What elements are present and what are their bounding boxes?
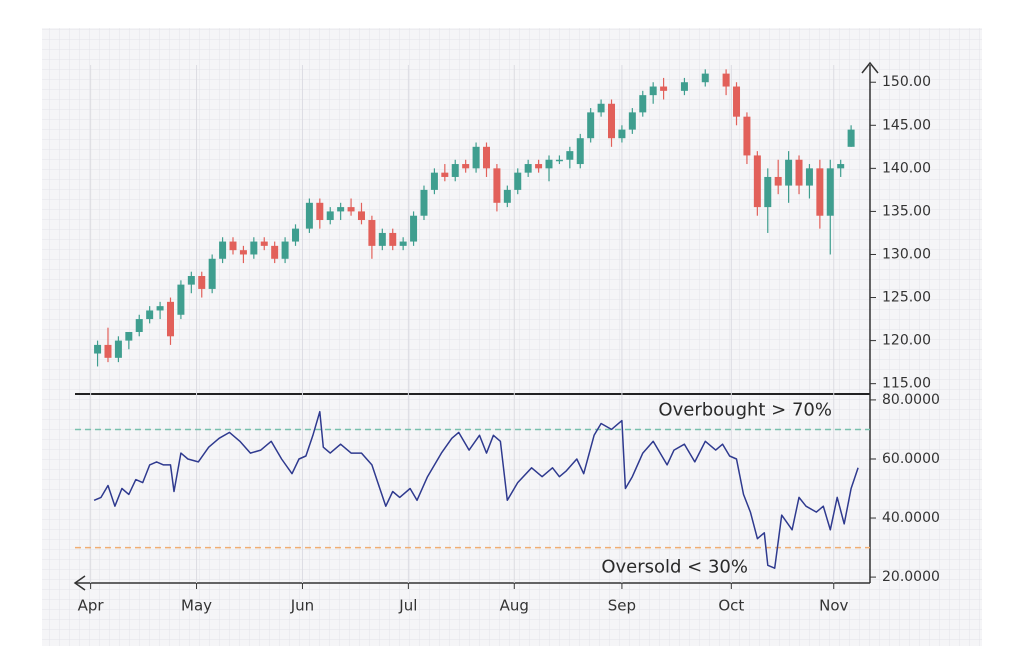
candle-body [514, 172, 522, 190]
candle-body [430, 172, 438, 190]
candle-body [368, 220, 376, 246]
candle-body [795, 159, 803, 186]
candle-body [177, 284, 185, 315]
candle-body [785, 159, 793, 186]
candle-body [733, 86, 741, 117]
x-tick-label: Oct [718, 597, 744, 615]
candle-body [618, 129, 626, 139]
candle-body [292, 228, 300, 242]
candle-body [219, 241, 227, 259]
candle-body [545, 159, 553, 169]
y-tick-label: 20.0000 [882, 569, 940, 585]
candle-body [146, 310, 154, 320]
candle-body [753, 155, 761, 208]
candle-body [472, 146, 480, 169]
candle-body [628, 112, 636, 130]
y-tick-label: 130.00 [882, 246, 931, 262]
candle-body [566, 151, 574, 160]
y-tick-label: 150.00 [882, 74, 931, 90]
candle-body [555, 159, 563, 162]
candle-body [816, 168, 824, 216]
candle-body [535, 164, 543, 169]
candle-body [493, 168, 501, 203]
candle-body [260, 241, 268, 246]
candle-body [229, 241, 237, 251]
y-tick-label: 60.0000 [882, 451, 940, 467]
candle-body [166, 301, 174, 337]
axis-arrow [861, 61, 879, 74]
y-tick-label: 125.00 [882, 290, 931, 306]
candle-body [764, 176, 772, 208]
candle-body [239, 250, 247, 255]
candle-body [326, 211, 334, 221]
y-tick-label: 140.00 [882, 160, 931, 176]
rsi-line [93, 410, 859, 569]
candle-body [337, 207, 345, 212]
candle-body [281, 241, 289, 259]
candle-body [847, 129, 855, 147]
x-tick-label: Jul [398, 597, 417, 615]
candle-body [680, 82, 688, 91]
candle-body [271, 245, 279, 259]
candle-body [639, 95, 647, 113]
candle-body [378, 232, 386, 246]
y-tick-label: 115.00 [882, 376, 931, 392]
x-tick-label: Sep [608, 597, 636, 615]
y-tick-label: 80.0000 [882, 392, 940, 408]
candle-body [660, 86, 668, 91]
candle-body [357, 211, 365, 221]
candle-body [125, 331, 133, 341]
candle-body [316, 202, 324, 221]
candle-body [576, 138, 584, 165]
candle-body [587, 112, 595, 139]
candle-body [250, 241, 258, 255]
x-tick-label: Jun [290, 597, 314, 615]
candle-body [420, 189, 428, 216]
candle-body [462, 164, 470, 169]
candle-body [649, 86, 657, 96]
candle-body [114, 340, 122, 358]
candle-body [389, 232, 397, 246]
annotation: Oversold < 30% [601, 557, 748, 578]
candle-body [701, 73, 709, 83]
candle-body [722, 73, 730, 87]
candle-body [805, 168, 813, 186]
y-tick-label: 135.00 [882, 203, 931, 219]
x-tick-label: Apr [78, 597, 105, 615]
y-tick-label: 40.0000 [882, 510, 940, 526]
candle-body [94, 344, 102, 354]
candle-body [208, 258, 216, 289]
candle-body [597, 103, 605, 113]
candle-body [104, 344, 112, 358]
candle-body [198, 276, 206, 289]
candle-body [441, 172, 449, 177]
candle-body [305, 202, 313, 229]
x-tick-label: May [181, 597, 212, 615]
candle-body [482, 146, 490, 169]
candle-body [837, 164, 845, 169]
candle-body [743, 116, 751, 156]
candle-body [451, 164, 459, 177]
candle-body [410, 215, 418, 242]
candle-body [347, 207, 355, 212]
candle-body [608, 103, 616, 139]
candle-body [826, 168, 834, 216]
candle-body [503, 189, 511, 203]
x-tick-label: Aug [500, 597, 529, 615]
y-tick-label: 145.00 [882, 117, 931, 133]
x-tick-label: Nov [819, 597, 848, 615]
candle-body [156, 306, 164, 311]
candle-body [524, 164, 532, 173]
axis-arrow [73, 575, 86, 591]
candle-body [135, 319, 143, 332]
annotation: Overbought > 70% [658, 399, 832, 420]
y-tick-label: 120.00 [882, 333, 931, 349]
candle-body [187, 276, 195, 285]
candle-body [399, 241, 407, 246]
background-grid [42, 28, 982, 646]
candle-body [774, 176, 782, 186]
